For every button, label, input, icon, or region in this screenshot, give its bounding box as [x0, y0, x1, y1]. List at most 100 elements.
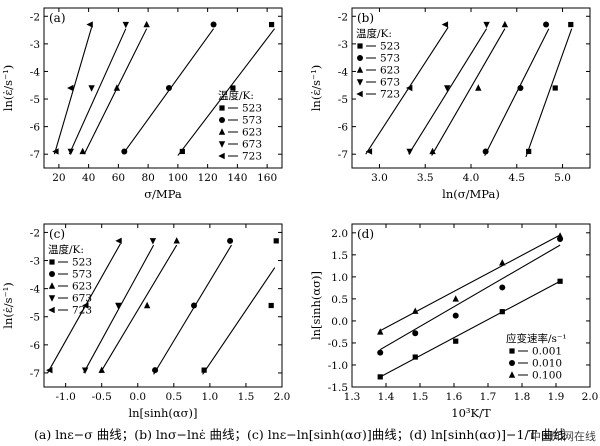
fit-line — [365, 27, 449, 155]
data-point — [210, 21, 217, 28]
series-0.001 — [377, 278, 563, 380]
series-723 — [46, 237, 122, 374]
series-673 — [81, 238, 157, 374]
x-tick-label: 1.0 — [202, 391, 219, 403]
figure-caption: (a) lnε−σ 曲线；(b) lnσ−lnε̇ 曲线；(c) lnε−ln[… — [34, 427, 566, 442]
legend-title: 温度/K: — [48, 243, 84, 256]
legend-entry: 573 — [72, 269, 92, 281]
y-tick-label: -4 — [30, 66, 41, 78]
legend-marker — [356, 90, 363, 98]
fit-line — [431, 28, 506, 156]
series-573 — [482, 21, 550, 156]
fit-line — [379, 244, 561, 351]
data-point — [441, 21, 449, 28]
data-point — [499, 309, 505, 315]
fit-line — [408, 28, 488, 155]
x-tick-label: 1.4 — [378, 391, 395, 403]
x-tick-label: 4.0 — [463, 172, 480, 184]
y-axis-label: ln[sinh(ασ)] — [309, 271, 323, 340]
data-point — [86, 21, 93, 28]
data-point — [52, 148, 59, 155]
data-point — [452, 312, 459, 319]
legend-marker — [218, 152, 225, 160]
legend-marker — [357, 55, 363, 61]
data-point — [201, 367, 207, 373]
data-point — [268, 302, 274, 309]
x-tick-label: 3.5 — [417, 172, 434, 184]
x-axis-label: 10³K/T — [451, 406, 491, 420]
data-point — [67, 84, 74, 92]
y-tick-label: -1.5 — [328, 382, 348, 394]
series-523 — [177, 21, 275, 156]
fit-line — [83, 244, 155, 374]
y-tick-label: -5 — [30, 312, 40, 324]
y-tick-label: -2 — [30, 227, 40, 239]
data-point — [79, 147, 86, 155]
legend-marker — [218, 128, 226, 135]
panel-0: 20 40 60 80 100 120 140 160 -7 -6 -5 -4 -3 -2 σ/MPa ln(… — [1, 7, 283, 201]
x-tick-label: 140 — [227, 172, 247, 184]
y-tick-label: -6 — [338, 122, 349, 134]
x-tick-label: 1.3 — [344, 391, 361, 403]
axes-frame — [351, 223, 591, 388]
data-point — [452, 295, 459, 302]
y-tick-label: -3 — [30, 39, 40, 51]
data-point — [377, 374, 383, 380]
data-point — [482, 148, 489, 155]
legend-marker — [219, 117, 225, 123]
y-tick-label: -2 — [338, 11, 348, 23]
data-point — [412, 307, 419, 314]
legend-title: 温度/K: — [356, 27, 392, 40]
data-point — [143, 20, 150, 28]
data-point — [152, 367, 159, 374]
legend-marker — [509, 348, 515, 354]
legend-entry: 0.001 — [532, 346, 562, 358]
x-tick-label: 160 — [257, 172, 277, 184]
series-523 — [525, 21, 574, 158]
y-tick-label: 1.0 — [331, 272, 348, 284]
y-tick-label: -3 — [338, 39, 348, 51]
y-axis-label: ln(ε̇/s⁻¹) — [1, 65, 15, 111]
legend-marker — [48, 306, 55, 314]
legend-marker — [49, 271, 55, 277]
x-tick-label: 3.0 — [371, 172, 388, 184]
legend-entry: 623 — [72, 281, 92, 293]
data-point — [543, 21, 550, 28]
y-tick-label: 1.5 — [331, 250, 348, 262]
x-tick-label: 120 — [198, 172, 218, 184]
y-tick-label: -3 — [30, 256, 40, 268]
panel-label: (b) — [357, 11, 374, 25]
legend-entry: 723 — [242, 151, 262, 163]
data-point — [113, 84, 121, 91]
fit-line — [68, 28, 127, 155]
x-tick-label: 1.9 — [548, 391, 565, 403]
data-point — [115, 302, 122, 310]
data-point — [517, 85, 524, 91]
fit-line — [484, 28, 550, 156]
legend-entry: 623 — [242, 127, 262, 139]
legend-entry: 673 — [72, 293, 92, 305]
x-tick-label: 1.8 — [514, 391, 531, 403]
legend-entry: 523 — [242, 103, 262, 115]
legend-entry: 623 — [380, 65, 400, 77]
legend-entry: 673 — [380, 77, 400, 89]
legend-marker — [49, 259, 55, 265]
data-point — [179, 148, 185, 155]
data-point — [88, 85, 95, 92]
y-tick-label: -5 — [338, 94, 348, 106]
y-tick-label: -4 — [338, 66, 349, 78]
legend-entry: 573 — [242, 115, 262, 127]
x-tick-label: 1.5 — [238, 391, 255, 403]
x-tick-label: 1.5 — [412, 391, 429, 403]
legend-title: 温度/K: — [218, 89, 254, 102]
series-673 — [67, 21, 130, 156]
legend-entry: 0.100 — [532, 370, 562, 382]
data-point — [149, 238, 157, 245]
data-point — [556, 232, 564, 239]
data-point — [122, 21, 130, 29]
data-point — [173, 237, 180, 244]
fit-line — [525, 28, 573, 158]
data-point — [557, 278, 563, 284]
x-tick-label: 0.0 — [129, 391, 146, 403]
